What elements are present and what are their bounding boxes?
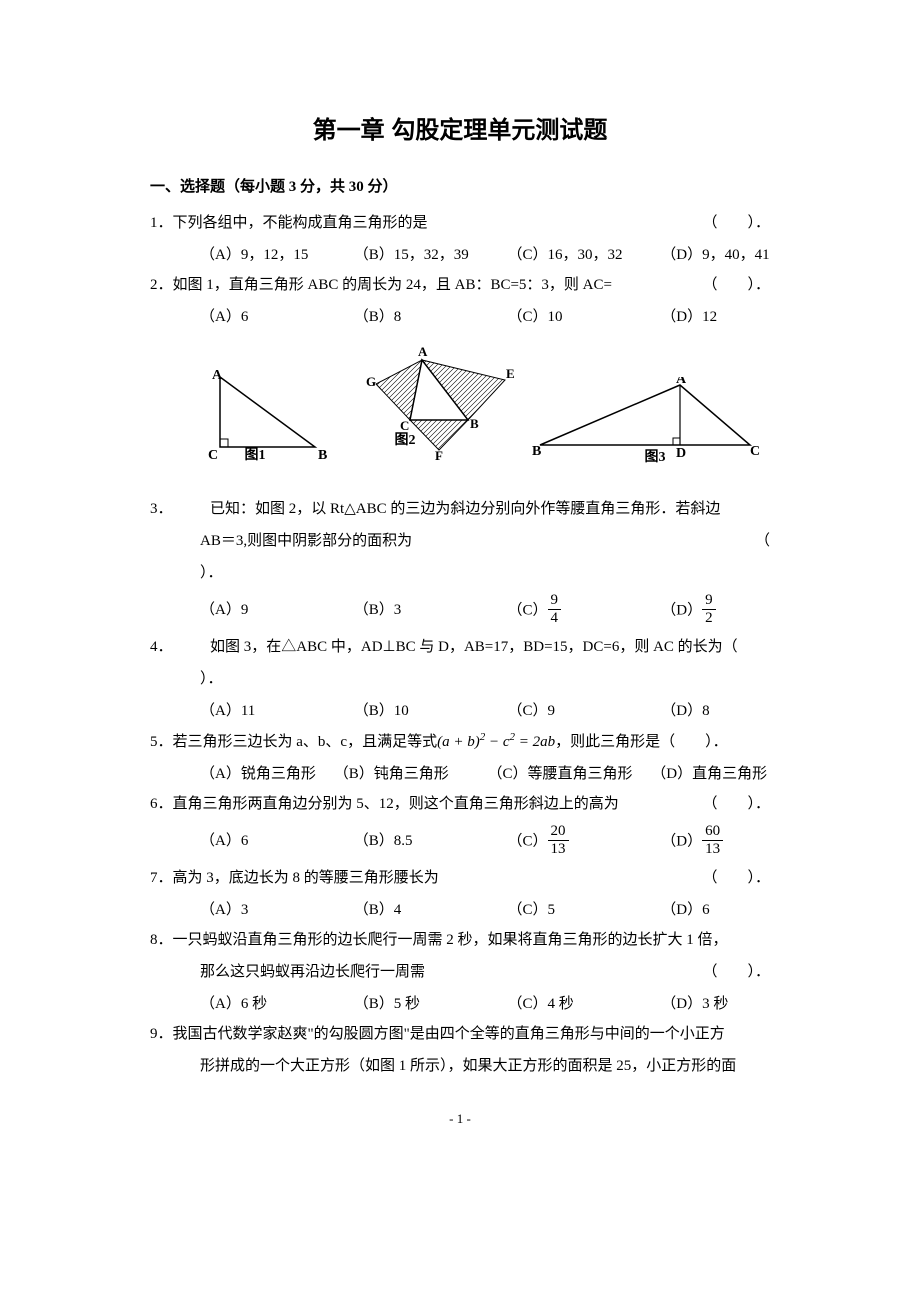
q1-opt-d: （D）9，40，41 (661, 240, 769, 270)
question-6: 6．直角三角形两直角边分别为 5、12，则这个直角三角形斜边上的高为 （ ）． (150, 789, 770, 819)
q2-opt-c: （C）10 (508, 302, 658, 332)
q6-options: （A）6 （B）8.5 （C）2013 （D）6013 (150, 821, 770, 863)
q1-num: 1． (150, 215, 173, 231)
q4-opt-d: （D）8 (661, 696, 709, 726)
fig3-label: 图3 (540, 446, 770, 466)
q8-num: 8． (150, 932, 173, 948)
question-5: 5．若三角形三边长为 a、b、c，且满足等式(a + b)2 − c2 = 2a… (150, 726, 770, 757)
q8-stem: 一只蚂蚁沿直角三角形的边长爬行一周需 2 秒，如果将直角三角形的边长扩大 1 倍… (173, 932, 728, 948)
q8-opt-c: （C）4 秒 (508, 989, 658, 1019)
q2-options: （A）6 （B）8 （C）10 （D）12 (150, 302, 770, 332)
q5-options: （A）锐角三角形 （B）钝角三角形 （C）等腰直角三角形 （D）直角三角形 (150, 759, 770, 789)
q4-stem: 如图 3，在△ABC 中，AD⊥BC 与 D，AB=17，BD=15，DC=6，… (210, 639, 738, 655)
svg-text:F: F (435, 448, 443, 462)
q8-cont-line: 那么这只蚂蚁再沿边长爬行一周需 （ ）． (150, 957, 770, 987)
q9-stem: 我国古代数学家赵爽"的勾股圆方图"是由四个全等的直角三角形与中间的一个小正方 (173, 1026, 725, 1042)
q6-stem: 直角三角形两直角边分别为 5、12，则这个直角三角形斜边上的高为 (173, 796, 619, 812)
q4-opt-a: （A）11 (200, 696, 350, 726)
q1-opt-a: （A）9，12，15 (200, 240, 350, 270)
question-2: 2．如图 1，直角三角形 ABC 的周长为 24，且 AB：BC=5：3，则 A… (150, 270, 770, 300)
q1-opt-b: （B）15，32，39 (354, 240, 504, 270)
q3-stem: 已知：如图 2，以 Rt△ABC 的三边为斜边分别向外作等腰直角三角形．若斜边 (210, 501, 720, 517)
q7-opt-d: （D）6 (661, 895, 709, 925)
q1-opt-c: （C）16，30，32 (508, 240, 658, 270)
q7-options: （A）3 （B）4 （C）5 （D）6 (150, 895, 770, 925)
question-7: 7．高为 3，底边长为 8 的等腰三角形腰长为 （ ）． (150, 863, 770, 893)
q7-opt-a: （A）3 (200, 895, 350, 925)
q4-opt-b: （B）10 (354, 696, 504, 726)
q4-num: 4． (150, 639, 165, 655)
q6-opt-b: （B）8.5 (354, 832, 504, 850)
figure-2: A B C E G F 图2 (350, 342, 520, 484)
q3-opt-a: （A）9 (200, 601, 350, 619)
q8-opt-b: （B）5 秒 (354, 989, 504, 1019)
question-3: 3． 已知：如图 2，以 Rt△ABC 的三边为斜边分别向外作等腰直角三角形．若… (150, 494, 770, 524)
q5-opt-a: （A）锐角三角形 (200, 759, 330, 789)
q3-paren1: （ (755, 526, 770, 556)
question-8: 8．一只蚂蚁沿直角三角形的边长爬行一周需 2 秒，如果将直角三角形的边长扩大 1… (150, 925, 770, 955)
q4-cont: ）． (150, 664, 770, 694)
q2-opt-b: （B）8 (354, 302, 504, 332)
q6-opt-a: （A）6 (200, 832, 350, 850)
q8-paren: （ ）． (702, 957, 770, 987)
question-1: 1．下列各组中，不能构成直角三角形的是 （ ）． (150, 208, 770, 238)
q5-opt-d: （D）直角三角形 (651, 759, 767, 789)
q6-opt-c: （C）2013 (508, 825, 658, 859)
q9-num: 9． (150, 1026, 173, 1042)
fig1-label: 图1 (185, 444, 325, 464)
svg-text:E: E (506, 366, 515, 381)
figures-row: A C B 图1 A B C (150, 332, 770, 494)
q3-cont1-line: AB＝3,则图中阴影部分的面积为 （ (150, 526, 770, 556)
q5-expr: (a + b)2 − c2 = 2ab (437, 734, 555, 750)
figure-1: A C B 图1 (200, 367, 340, 484)
q8-options: （A）6 秒 （B）5 秒 （C）4 秒 （D）3 秒 (150, 989, 770, 1019)
q1-paren: （ ）． (730, 208, 770, 238)
figure-3: A B D C 图3 (530, 377, 760, 484)
q2-opt-d: （D）12 (661, 302, 717, 332)
q7-opt-b: （B）4 (354, 895, 504, 925)
q2-opt-a: （A）6 (200, 302, 350, 332)
section-heading: 一、选择题（每小题 3 分，共 30 分） (150, 175, 770, 196)
q8-opt-a: （A）6 秒 (200, 989, 350, 1019)
q3-cont2: ）． (150, 558, 770, 588)
q8-opt-d: （D）3 秒 (661, 989, 728, 1019)
q7-num: 7． (150, 870, 173, 886)
q3-opt-b: （B）3 (354, 601, 504, 619)
page-number: - 1 - (150, 1111, 770, 1127)
q7-opt-c: （C）5 (508, 895, 658, 925)
q5-num: 5． (150, 734, 173, 750)
q2-num: 2． (150, 277, 173, 293)
question-4: 4． 如图 3，在△ABC 中，AD⊥BC 与 D，AB=17，BD=15，DC… (150, 632, 770, 662)
svg-text:A: A (212, 368, 223, 383)
q1-options: （A）9，12，15 （B）15，32，39 （C）16，30，32 （D）9，… (150, 240, 770, 270)
question-9: 9．我国古代数学家赵爽"的勾股圆方图"是由四个全等的直角三角形与中间的一个小正方 (150, 1019, 770, 1049)
q7-stem: 高为 3，底边长为 8 的等腰三角形腰长为 (173, 870, 439, 886)
q3-options: （A）9 （B）3 （C）94 （D）92 (150, 590, 770, 632)
fig2-label: 图2 (320, 429, 490, 449)
q3-cont1: AB＝3,则图中阴影部分的面积为 (200, 533, 412, 549)
q1-stem: 下列各组中，不能构成直角三角形的是 (173, 215, 428, 231)
q5-opt-b: （B）钝角三角形 (334, 759, 484, 789)
doc-title: 第一章 勾股定理单元测试题 (150, 110, 770, 145)
q4-options: （A）11 （B）10 （C）9 （D）8 (150, 696, 770, 726)
q2-stem: 如图 1，直角三角形 ABC 的周长为 24，且 AB：BC=5：3，则 AC= (173, 277, 612, 293)
q4-opt-c: （C）9 (508, 696, 658, 726)
q3-num: 3． (150, 501, 165, 517)
svg-text:A: A (676, 377, 687, 387)
q2-paren: （ ）． (730, 270, 770, 300)
q6-opt-d: （D）6013 (661, 825, 723, 859)
page: 第一章 勾股定理单元测试题 一、选择题（每小题 3 分，共 30 分） 1．下列… (0, 0, 920, 1177)
q7-paren: （ ）． (730, 863, 770, 893)
q3-opt-c: （C）94 (508, 594, 658, 628)
q8-cont: 那么这只蚂蚁再沿边长爬行一周需 (200, 964, 425, 980)
q5-opt-c: （C）等腰直角三角形 (488, 759, 648, 789)
q9-cont: 形拼成的一个大正方形（如图 1 所示），如果大正方形的面积是 25，小正方形的面 (150, 1051, 770, 1081)
q3-opt-d: （D）92 (661, 594, 715, 628)
q5-stem-post: ，则此三角形是（ ）． (555, 734, 728, 750)
q5-stem-pre: 若三角形三边长为 a、b、c，且满足等式 (173, 734, 438, 750)
svg-text:A: A (418, 344, 428, 359)
q6-paren: （ ）． (730, 789, 770, 819)
svg-text:G: G (366, 374, 376, 389)
q6-num: 6． (150, 796, 173, 812)
